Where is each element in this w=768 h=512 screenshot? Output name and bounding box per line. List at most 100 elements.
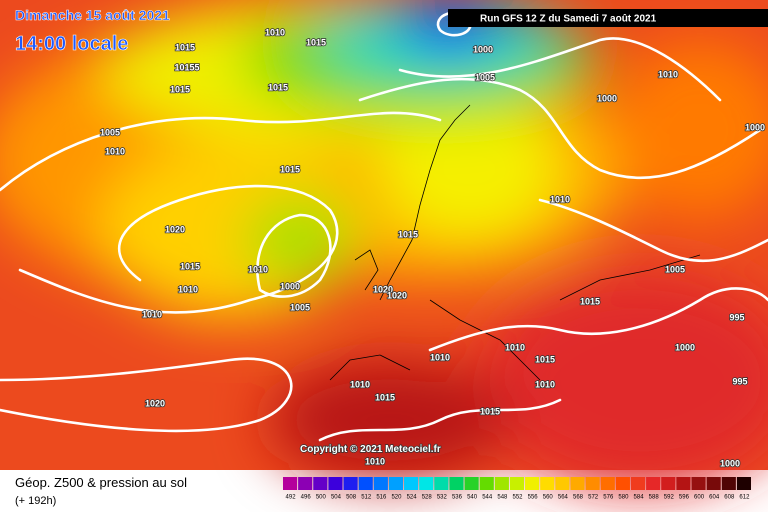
isobar-label: 1005: [100, 127, 120, 137]
color-swatch: [600, 477, 615, 490]
scale-label: 536: [452, 495, 463, 501]
isobar-label: 1015: [180, 261, 200, 271]
isobar-label: 1020: [145, 398, 165, 408]
color-swatch: [736, 477, 751, 490]
isobar-label: 1015: [375, 392, 395, 402]
isobar-label: 1015: [170, 84, 190, 94]
forecast-date: Dimanche 15 août 2021: [15, 7, 170, 23]
isobar-label: 1015: [268, 82, 288, 92]
color-swatch: [373, 477, 388, 490]
isobar-label: 1020: [165, 224, 185, 234]
isobar-label: 1000: [720, 458, 740, 468]
color-swatch: [283, 477, 298, 490]
isobar-label: 1015: [580, 296, 600, 306]
legend-title: Géop. Z500 & pression au sol: [15, 475, 187, 490]
isobar-label: 1000: [745, 122, 765, 132]
legend-lead: (+ 192h): [15, 495, 56, 507]
scale-label: 500: [316, 495, 327, 501]
scale-label: 516: [376, 495, 387, 501]
isobar-label: 1000: [473, 44, 493, 54]
color-swatch: [706, 477, 721, 490]
scale-label: 564: [558, 495, 569, 501]
isobar-label: 1010: [550, 194, 570, 204]
scale-label: 524: [407, 495, 418, 501]
copyright: Copyright © 2021 Meteociel.fr: [300, 444, 441, 455]
color-swatch: [646, 477, 661, 490]
color-swatch: [388, 477, 404, 490]
forecast-time: 14:00 locale: [15, 33, 128, 55]
color-swatch: [615, 477, 630, 490]
coastlines: [329, 104, 701, 381]
scale-label: 556: [528, 495, 539, 501]
isobar-label: 1000: [675, 342, 695, 352]
scale-label: 520: [391, 495, 402, 501]
isobar-label: 1005: [665, 264, 685, 274]
color-swatch: [630, 477, 646, 490]
isobar-label: 1010: [248, 264, 268, 274]
scale-label: 592: [664, 495, 675, 501]
scale-label: 548: [497, 495, 508, 501]
color-swatch: [691, 477, 706, 490]
scale-label: 540: [467, 495, 478, 501]
scale-label: 544: [482, 495, 493, 501]
scale-label: 496: [301, 495, 312, 501]
color-swatch: [540, 477, 555, 490]
color-swatch: [419, 477, 434, 490]
isobar-label: 1015: [535, 354, 555, 364]
color-swatch: [494, 477, 509, 490]
color-swatch: [721, 477, 736, 490]
color-swatch: [464, 477, 479, 490]
isobar-label: 1010: [350, 379, 370, 389]
isobar-label: 995: [729, 312, 744, 322]
scale-label: 576: [603, 495, 614, 501]
isobar-label: 1005: [475, 72, 495, 82]
scale-label: 512: [361, 495, 372, 501]
color-swatch: [343, 477, 358, 490]
isobar-label: 10155: [174, 62, 199, 72]
scale-label: 492: [286, 495, 297, 501]
scale-label: 596: [679, 495, 690, 501]
scale-label: 604: [709, 495, 720, 501]
color-swatch: [661, 477, 676, 490]
scale-label: 612: [739, 495, 750, 501]
field: [0, 0, 768, 490]
isobar-label: 1010: [178, 284, 198, 294]
isobar-label: 1010: [505, 342, 525, 352]
isobar-label: 1020: [373, 284, 393, 294]
color-swatch: [328, 477, 343, 490]
color-swatch: [525, 477, 540, 490]
scale-label: 504: [331, 495, 342, 501]
isobar-label: 1020: [387, 290, 407, 300]
isobar-label: 1010: [105, 146, 125, 156]
scale-label: 580: [618, 495, 629, 501]
isobar-label: 1010: [535, 379, 555, 389]
color-swatch: [570, 477, 585, 490]
run-box: [448, 9, 768, 27]
run-info: Run GFS 12 Z du Samedi 7 août 2021: [480, 14, 657, 25]
color-swatch: [676, 477, 691, 490]
isobar-label: 1010: [265, 27, 285, 37]
scale-label: 508: [346, 495, 357, 501]
isobar-label: 1000: [280, 281, 300, 291]
scale-label: 584: [634, 495, 645, 501]
color-swatch: [479, 477, 494, 490]
color-swatch: [434, 477, 449, 490]
isobar-label: 1010: [430, 352, 450, 362]
isobar-label: 1015: [398, 229, 418, 239]
isobar-label: 1010: [142, 309, 162, 319]
color-swatch: [509, 477, 525, 490]
isobar-label: 1010: [658, 69, 678, 79]
isobar-label: 1010: [365, 456, 385, 466]
scale-label: 552: [512, 495, 523, 501]
scale-label: 588: [649, 495, 660, 501]
color-swatch: [449, 477, 464, 490]
color-swatch: [585, 477, 600, 490]
scale-label: 560: [543, 495, 554, 501]
color-swatch: [358, 477, 373, 490]
color-swatch: [404, 477, 419, 490]
scale-label: 608: [724, 495, 735, 501]
color-swatch: [298, 477, 313, 490]
isobar-label: 1015: [306, 37, 326, 47]
scale-label: 600: [694, 495, 705, 501]
